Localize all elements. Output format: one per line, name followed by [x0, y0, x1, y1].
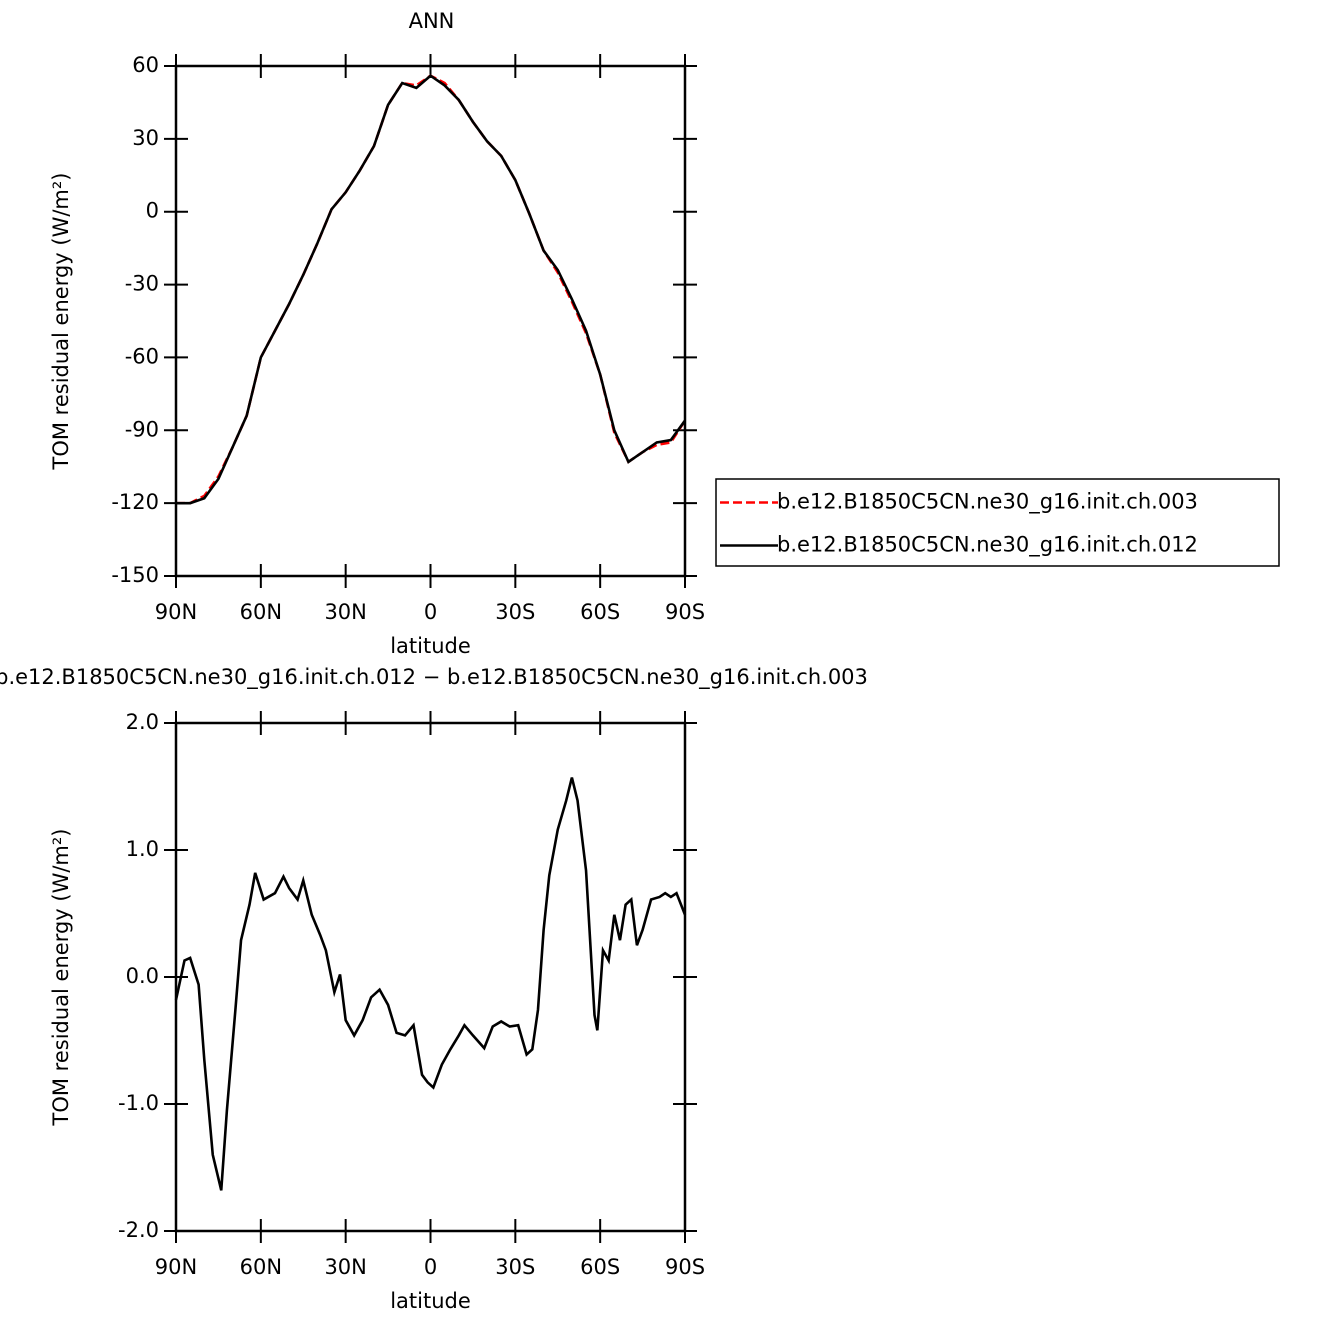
- y-tick-label: 0: [146, 199, 159, 223]
- y-tick-label: 0.0: [126, 964, 159, 988]
- x-tick-label: 0: [424, 1255, 437, 1279]
- x-tick-label: 30S: [495, 1255, 535, 1279]
- plot-frame: [174, 64, 687, 578]
- y-tick-label: -2.0: [118, 1218, 159, 1242]
- y-tick-label: -30: [125, 272, 159, 296]
- y-axis-label: TOM residual energy (W/m²): [49, 173, 73, 471]
- x-tick-label: 90N: [155, 600, 197, 624]
- y-tick-label: 30: [132, 126, 159, 150]
- x-tick-label: 60N: [240, 1255, 282, 1279]
- y-tick-label: -1.0: [118, 1091, 159, 1115]
- x-tick-label: 90N: [155, 1255, 197, 1279]
- x-tick-label: 60S: [580, 1255, 620, 1279]
- x-tick-label: 30S: [495, 600, 535, 624]
- y-tick-label: 1.0: [126, 837, 159, 861]
- x-axis-label: latitude: [390, 634, 471, 658]
- plot-frame: [174, 721, 687, 1233]
- legend-label: b.e12.B1850C5CN.ne30_g16.init.ch.003: [777, 490, 1198, 515]
- x-tick-label: 90S: [665, 1255, 705, 1279]
- y-tick-label: -90: [125, 417, 159, 441]
- x-tick-label: 60S: [580, 600, 620, 624]
- x-tick-label: 90S: [665, 600, 705, 624]
- y-tick-label: -60: [125, 344, 159, 368]
- data-line: [176, 74, 687, 505]
- y-tick-label: 60: [132, 53, 159, 77]
- data-line: [176, 74, 687, 505]
- x-tick-label: 0: [424, 600, 437, 624]
- chart-title: ANN: [409, 9, 455, 33]
- data-line: [174, 777, 687, 1191]
- y-tick-label: 2.0: [126, 710, 159, 734]
- y-axis-label: TOM residual energy (W/m²): [49, 829, 73, 1127]
- chart-title: b.e12.B1850C5CN.ne30_g16.init.ch.012 − b…: [0, 665, 868, 690]
- x-tick-label: 30N: [324, 600, 366, 624]
- y-tick-label: -150: [111, 563, 159, 587]
- x-tick-label: 30N: [324, 1255, 366, 1279]
- x-tick-label: 60N: [240, 600, 282, 624]
- legend-label: b.e12.B1850C5CN.ne30_g16.init.ch.012: [777, 533, 1198, 558]
- legend-box: [715, 478, 1280, 567]
- x-axis-label: latitude: [390, 1289, 471, 1313]
- y-tick-label: -120: [111, 490, 159, 514]
